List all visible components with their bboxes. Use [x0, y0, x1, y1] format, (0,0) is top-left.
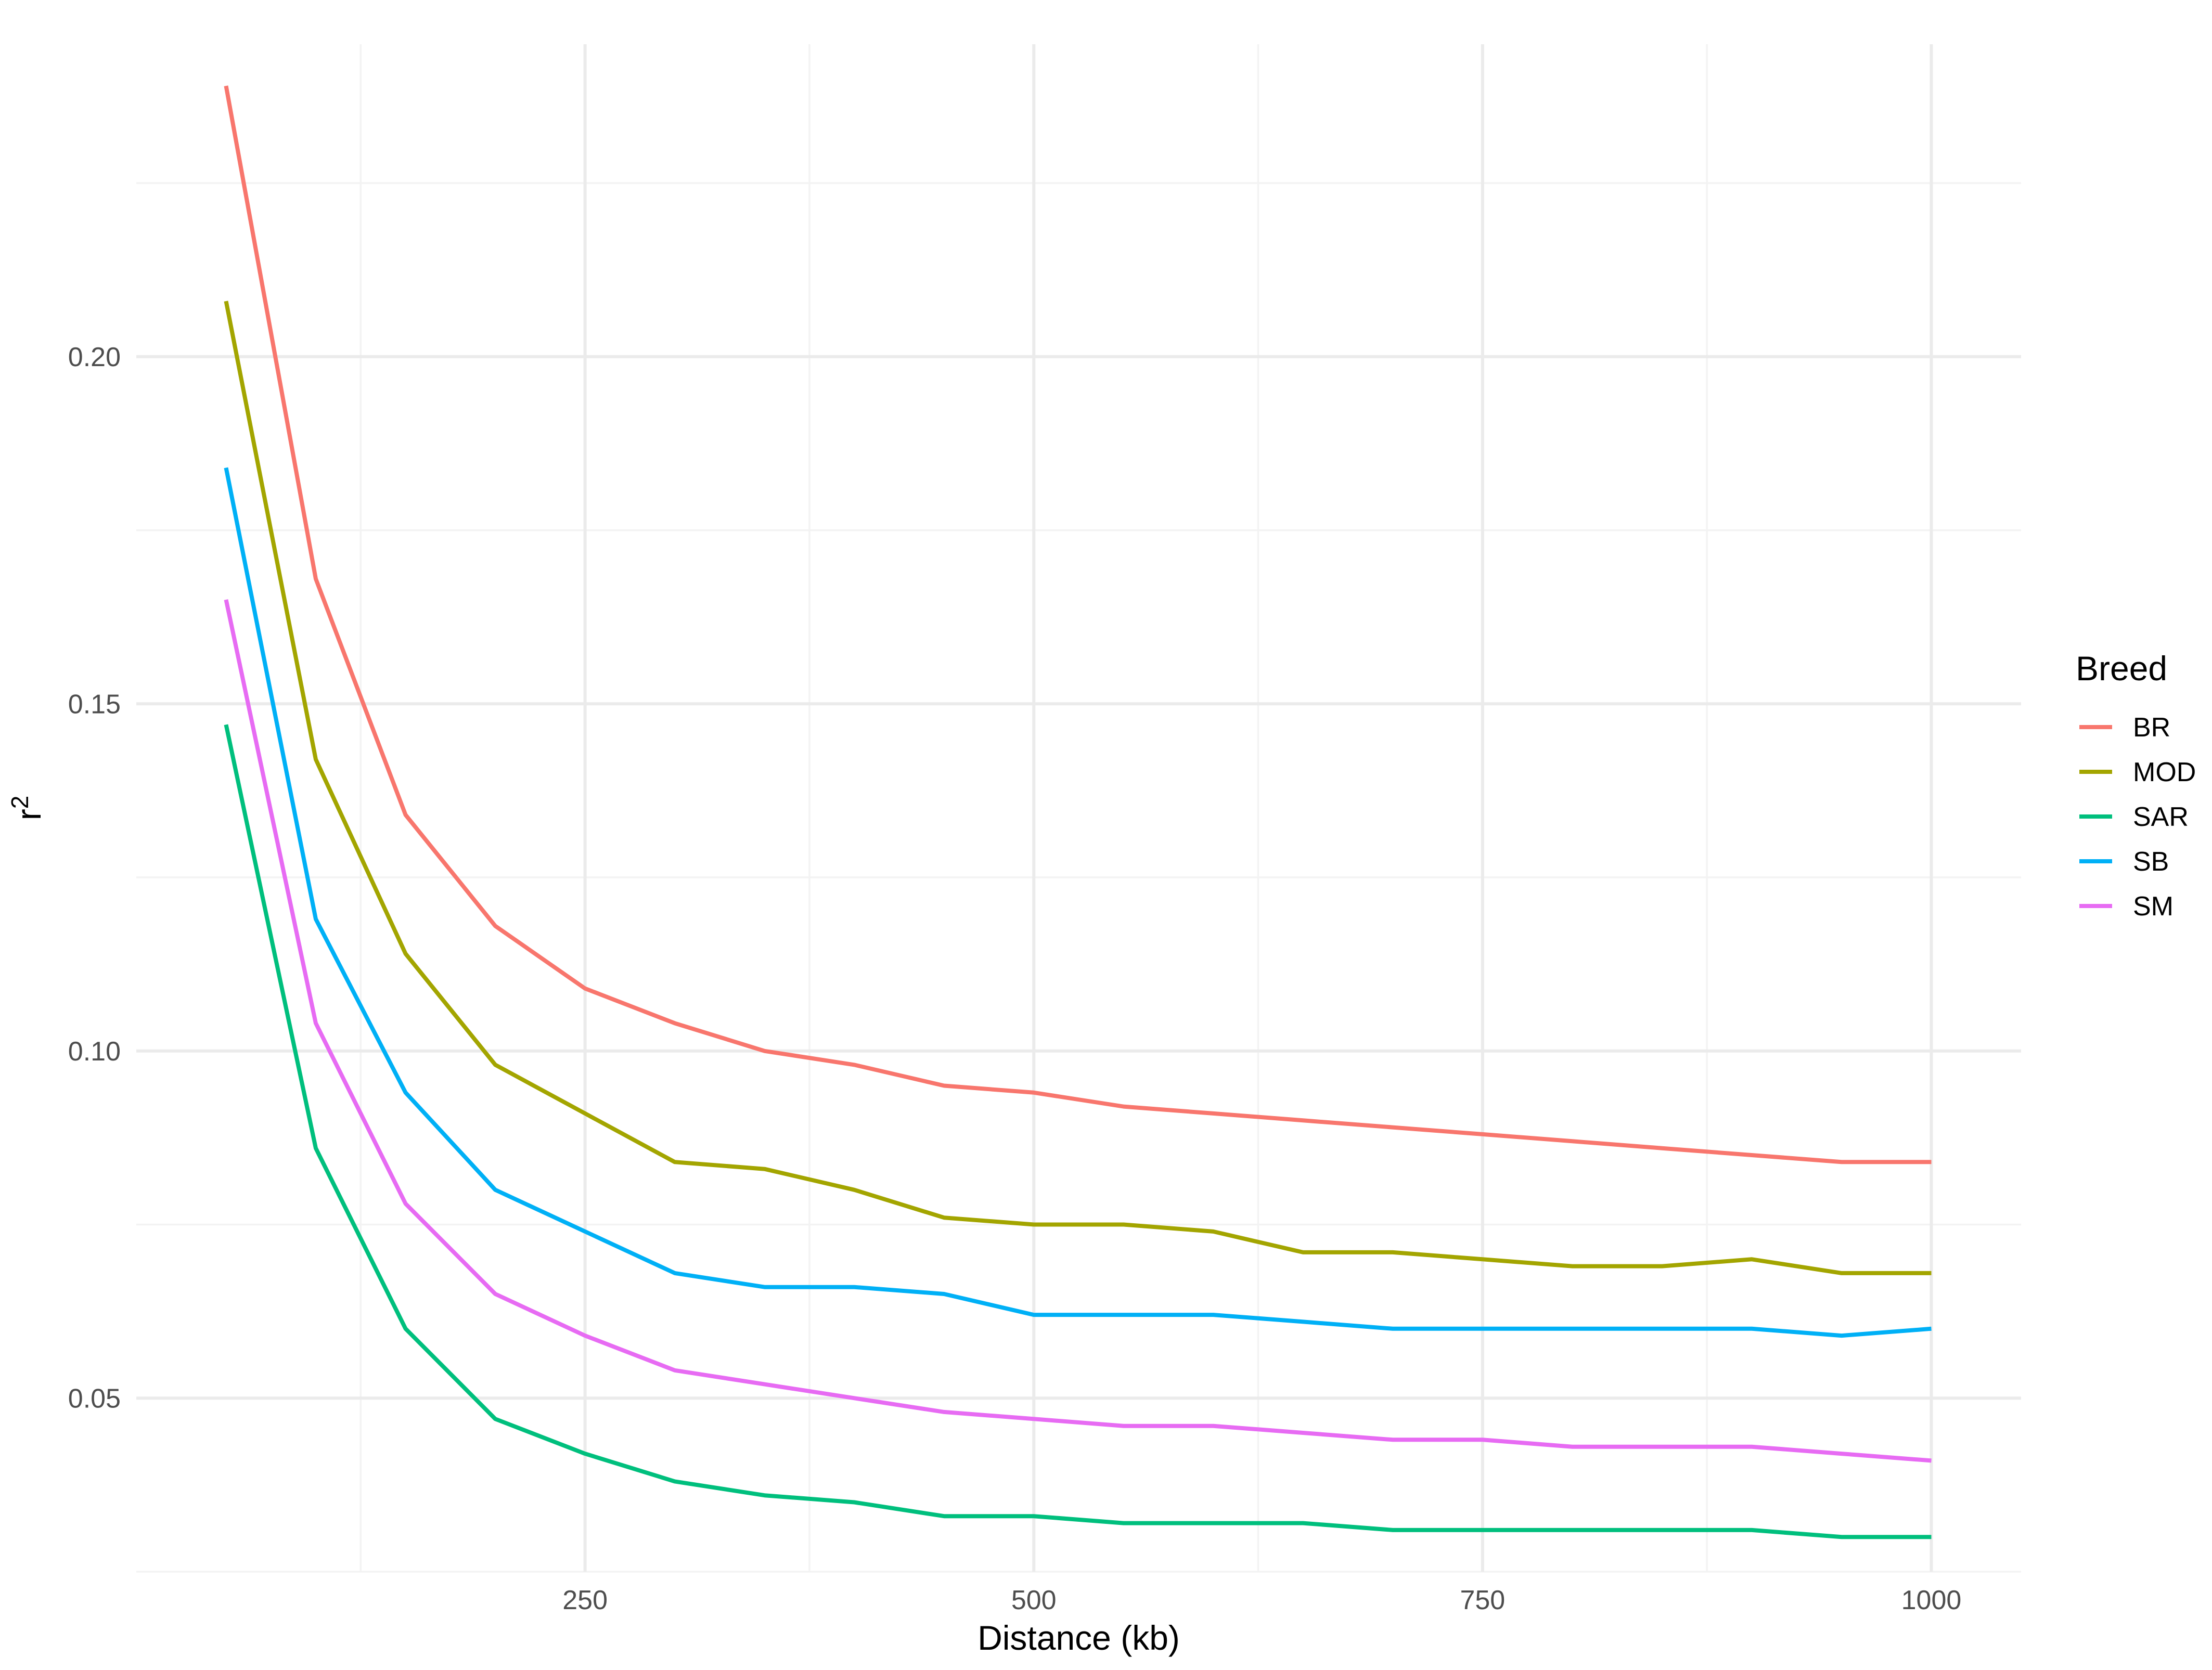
- series-lines: [224, 85, 1932, 1539]
- y-tick-label: 0.05: [68, 1383, 121, 1414]
- y-tick-label: 0.20: [68, 342, 121, 372]
- legend-label-sb: SB: [2133, 847, 2169, 877]
- series-line-sm: [224, 599, 1932, 1463]
- x-axis-title: Distance (kb): [978, 1619, 1180, 1657]
- legend-title: Breed: [2076, 649, 2167, 688]
- series-line-sb: [224, 467, 1932, 1338]
- x-tick-label: 1000: [1901, 1585, 1962, 1615]
- series-line-sar: [224, 724, 1932, 1539]
- x-tick-label: 750: [1460, 1585, 1505, 1615]
- series-line-br: [224, 85, 1932, 1164]
- legend: Breed BR MOD SAR SB SM: [2076, 649, 2196, 922]
- axes: 250 500 750 1000 0.05 0.10 0.15 0.20 Distance (k…: [6, 342, 1961, 1657]
- y-axis-title-superscript: 2: [6, 796, 33, 809]
- y-axis-title-base: r: [9, 809, 48, 820]
- y-axis-title: r2: [6, 796, 48, 821]
- x-tick-label: 250: [562, 1585, 608, 1615]
- y-tick-label: 0.15: [68, 689, 121, 719]
- legend-label-mod: MOD: [2133, 757, 2196, 787]
- legend-label-sar: SAR: [2133, 802, 2189, 832]
- legend-label-sm: SM: [2133, 891, 2174, 922]
- x-tick-label: 500: [1011, 1585, 1057, 1615]
- y-tick-label: 0.10: [68, 1037, 121, 1067]
- legend-label-br: BR: [2133, 713, 2170, 743]
- series-line-mod: [224, 301, 1932, 1275]
